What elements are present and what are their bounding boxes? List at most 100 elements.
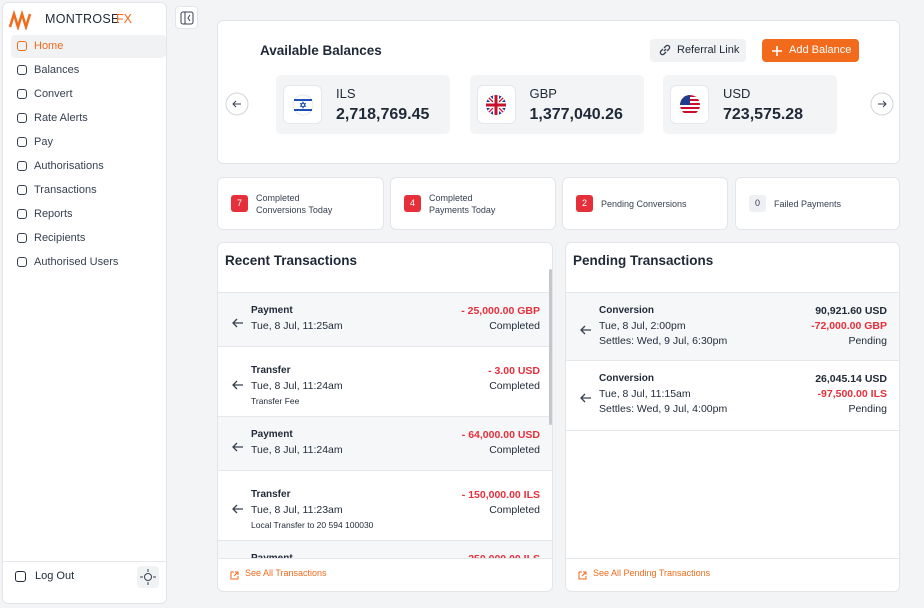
tx-type: Conversion: [599, 373, 655, 384]
recent-title: Recent Transactions: [225, 253, 358, 268]
plus-icon: [771, 44, 783, 62]
nav-label: Home: [34, 40, 64, 52]
nav-item[interactable]: Authorisations: [11, 155, 166, 178]
tx-status: Completed: [489, 444, 540, 456]
tx-amount: - 3.00 USD: [488, 365, 540, 377]
tx-buy: 90,921.60 USD: [815, 305, 887, 317]
add-balance-button[interactable]: Add Balance: [762, 39, 859, 62]
balance-amount: 1,377,040.26: [529, 106, 623, 123]
tx-status: Completed: [489, 380, 540, 392]
stat-count: 0: [749, 195, 766, 212]
nav-icon: [17, 137, 27, 147]
logout[interactable]: Log Out: [15, 570, 74, 582]
prev-arrow: [225, 92, 249, 121]
recent-card: Recent Transactions Payment Tue, 8 Jul, 11…: [217, 242, 553, 592]
direction-icon: [580, 390, 592, 408]
logout-icon: [15, 571, 26, 582]
nav-label: Pay: [34, 136, 53, 148]
nav-label: Reports: [34, 208, 73, 220]
nav-item[interactable]: Rate Alerts: [11, 107, 166, 130]
nav-label: Recipients: [34, 232, 86, 244]
referral-button[interactable]: Referral Link: [650, 39, 746, 62]
nav-icon: [17, 233, 27, 243]
pending-card: Pending Transactions Conversion Tue, 8 Jul…: [565, 242, 900, 592]
theme-toggle: [137, 566, 159, 588]
transaction-row[interactable]: Payment Tue, 8 Jul, 11:25am - 25,000.00 GB…: [218, 293, 552, 347]
pending-link[interactable]: See All Pending Transactions: [593, 568, 711, 578]
direction-icon: [232, 501, 244, 519]
currency-code: ILS: [336, 86, 356, 101]
tx-note: Transfer Fee: [251, 396, 300, 406]
balance-tile: USD 723,575.28: [663, 75, 837, 134]
flag: [671, 86, 708, 123]
nav-icon: [17, 161, 27, 171]
nav-label: Authorisations: [34, 160, 104, 172]
balance-amount: 2,718,769.45: [336, 106, 430, 123]
nav-item[interactable]: Balances: [11, 59, 166, 82]
tx-date: Tue, 8 Jul, 11:24am: [251, 444, 343, 456]
nav-icon: [17, 113, 27, 123]
nav-icon: [17, 185, 27, 195]
tx-note: Local Transfer to 20 594 100030: [251, 520, 374, 530]
balance-tile: ILS 2,718,769.45: [276, 75, 450, 134]
nav-item[interactable]: Pay: [11, 131, 166, 154]
stat-label: Completed Conversions Today: [256, 192, 333, 215]
currency-code: USD: [723, 86, 751, 101]
stat-label: Completed Payments Today: [429, 192, 496, 215]
link-icon: [658, 43, 672, 62]
nav-icon: [17, 209, 27, 219]
stat-card: 2 Pending Conversions: [562, 177, 728, 230]
external-icon: [229, 568, 240, 586]
tx-type: Payment: [251, 305, 293, 316]
transaction-row[interactable]: Payment Tue, 8 Jul, 11:24am - 64,000.00 US…: [218, 417, 552, 471]
tx-amount: - 250,000.00 ILS: [461, 553, 540, 559]
brand-name: MONTROSE: [45, 12, 120, 26]
logout-label: Log Out: [35, 570, 75, 582]
direction-icon: [232, 315, 244, 333]
nav-item[interactable]: Home: [11, 35, 166, 58]
transaction-row[interactable]: Transfer Tue, 8 Jul, 11:23am Local Transfe…: [218, 471, 552, 541]
tx-status: Pending: [848, 335, 887, 347]
divider: [3, 561, 166, 562]
tx-status: Pending: [848, 403, 887, 415]
tx-type: Payment: [251, 553, 293, 559]
direction-icon: [232, 377, 244, 395]
nav-icon: [17, 257, 27, 267]
nav-item[interactable]: Reports: [11, 203, 166, 226]
nav-item[interactable]: Transactions: [11, 179, 166, 202]
stat-card: 0 Failed Payments: [735, 177, 900, 230]
tx-amount: - 64,000.00 USD: [461, 429, 540, 441]
tx-type: Transfer: [251, 489, 291, 500]
nav-item[interactable]: Authorised Users: [11, 251, 166, 274]
tx-type: Conversion: [599, 305, 655, 316]
direction-icon: [580, 322, 592, 340]
transaction-row[interactable]: Transfer Tue, 8 Jul, 11:24am Transfer Fee -…: [218, 347, 552, 417]
nav-label: Transactions: [34, 184, 97, 196]
nav-item[interactable]: Convert: [11, 83, 166, 106]
balance-amount: 723,575.28: [723, 106, 804, 123]
pending-row[interactable]: Conversion Tue, 8 Jul, 2:00pm Settles: Wed…: [566, 293, 899, 361]
stat-label: Pending Conversions: [601, 198, 687, 209]
nav-item[interactable]: Recipients: [11, 227, 166, 250]
stat-card: 4 Completed Payments Today: [390, 177, 556, 230]
direction-icon: [232, 439, 244, 457]
balance-tile: GBP 1,377,040.26: [469, 75, 644, 134]
nav-icon: [17, 89, 27, 99]
tx-type: Transfer: [251, 365, 291, 376]
recent-list: Payment Tue, 8 Jul, 11:25am - 25,000.00 GB…: [218, 292, 552, 559]
pending-title: Pending Transactions: [573, 253, 714, 268]
tx-sell: -72,000.00 GBP: [811, 320, 887, 332]
stat-count: 7: [231, 195, 248, 212]
recent-link[interactable]: See All Transactions: [245, 568, 327, 578]
flag: [284, 86, 321, 123]
tx-settles: Settles: Wed, 9 Jul, 4:00pm: [599, 403, 728, 415]
add-balance-label: Add Balance: [789, 44, 852, 56]
pending-row[interactable]: Conversion Tue, 8 Jul, 11:15am Settles: We…: [566, 361, 899, 431]
tx-date: Tue, 8 Jul, 2:00pm: [599, 320, 686, 332]
sidebar: MONTROSE FX Home Balances Convert Rate Alerts…: [2, 2, 167, 604]
balances-card: Available Balances Referral Link Add Balan…: [217, 20, 900, 164]
tx-status: Completed: [489, 320, 540, 332]
tx-date: Tue, 8 Jul, 11:23am: [251, 504, 343, 516]
stat-card: 7 Completed Conversions Today: [217, 177, 384, 230]
